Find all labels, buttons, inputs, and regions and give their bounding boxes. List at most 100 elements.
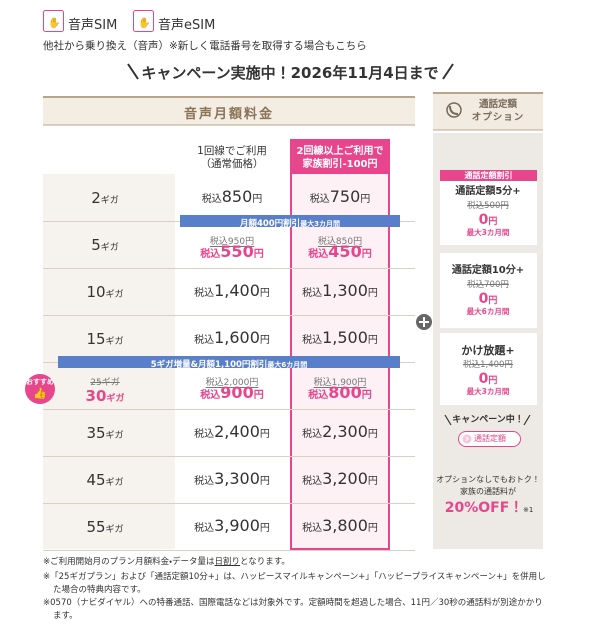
price-amount: 450 (328, 242, 362, 261)
slash (127, 63, 139, 80)
price: 税込850円 (280, 231, 400, 250)
sim-icon-glyph: ✋ (48, 16, 60, 29)
family-head-bg (291, 140, 389, 174)
giga: 5ギガ (65, 235, 145, 254)
giga-value: 25 (90, 378, 102, 388)
option-card (440, 170, 537, 245)
option-tag: 通話定額割引 (440, 170, 537, 181)
tax-label: 税込 (302, 288, 323, 299)
giga: 2ギガ (65, 188, 145, 207)
price: 税込900円 (172, 385, 292, 404)
button-icon (465, 436, 469, 442)
slash (442, 63, 454, 80)
slash (444, 414, 452, 426)
tax-label: 税込 (302, 335, 323, 346)
tax-label: 税込 (467, 201, 485, 211)
price-amount: 1,600 (214, 328, 260, 347)
tax-label: 税込 (194, 476, 215, 487)
giga-value: 35 (86, 424, 106, 442)
option-promo: 家族の通話料が (460, 487, 516, 496)
footnote: ※0570（ナビダイヤル）への特番通話、国際電話などは対象外です。定額時間を超過… (43, 597, 548, 623)
yen-label: 円 (488, 217, 498, 227)
giga-value: 10 (86, 283, 106, 301)
row-divider (43, 315, 415, 316)
tax-label: 税込 (317, 237, 336, 247)
tax-label: 税込 (302, 476, 323, 487)
yen-label: 円 (259, 429, 270, 440)
tax-label: 税込 (201, 194, 222, 205)
option-note-ref: ※1 (523, 506, 534, 514)
price-amount: 2,400 (214, 422, 260, 441)
option-free: 0円 (440, 370, 537, 389)
price-amount: 900 (220, 383, 254, 402)
row-divider (43, 456, 415, 457)
price: 税込1,500円 (280, 330, 400, 349)
giga-value: 2 (91, 189, 101, 207)
plus-icon (419, 317, 429, 327)
option-old: 税込700円 (440, 280, 537, 291)
giga-unit: ギガ (106, 394, 125, 404)
yen-label: 円 (360, 194, 371, 205)
phone-icon (446, 102, 462, 118)
price-amount: 3,800 (322, 516, 368, 535)
tax-label: 税込 (302, 429, 323, 440)
yen-label: 円 (259, 523, 270, 534)
option-period: 最大3カ月間 (466, 387, 510, 396)
price: 税込2,000円 (172, 372, 292, 391)
giga: 15ギガ (65, 329, 145, 348)
table-header-bg (43, 97, 415, 125)
option-old: 税込1,400円 (440, 360, 537, 371)
option-promo: オプションなしでもおトク！ (436, 475, 540, 484)
yen-label: 円 (353, 237, 363, 247)
price: 税込3,300円 (172, 471, 292, 490)
yen-label: 円 (259, 335, 270, 346)
giga-value: 30 (85, 387, 107, 405)
option-period: 最大6カ月間 (466, 307, 510, 316)
option-free: 0円 (440, 211, 537, 230)
yen-label: 円 (252, 194, 263, 205)
col-head: （通常価格） (200, 158, 264, 170)
badge-icon: 👍 (33, 387, 47, 400)
yen-label: 円 (245, 237, 255, 247)
price-amount: 850 (221, 187, 253, 206)
table-title: 音声月額料金 (183, 107, 274, 122)
option-discount: 20%OFF！ (444, 500, 524, 516)
tax-label: 税込 (309, 194, 330, 205)
price: 税込550円 (172, 244, 292, 263)
price-amount: 850 (335, 237, 354, 247)
giga-unit: ギガ (100, 243, 119, 253)
giga-unit: ギガ (105, 478, 124, 488)
phone-icon (449, 105, 459, 115)
tab-label: 音声SIM (68, 18, 118, 33)
note: 他社から乗り換え（音声）※新しく電話番号を取得する場合もこちら (43, 40, 367, 52)
row-divider (43, 409, 415, 410)
tax-label: 税込 (194, 523, 215, 534)
tax-label: 税込 (463, 360, 481, 370)
price-amount: 550 (220, 242, 254, 261)
option-title: オプション (471, 112, 525, 123)
col-head: 家族割引-100円 (302, 159, 378, 170)
giga-old: 25ギガ (65, 375, 145, 388)
price: 税込1,300円 (280, 283, 400, 302)
price: 税込2,300円 (280, 424, 400, 443)
yen-label: 円 (500, 201, 509, 211)
option-campaign: キャンペーン中！ (452, 415, 524, 425)
yen-label: 円 (253, 249, 264, 260)
option-name: 通話定額5分+ (455, 186, 521, 197)
tax-label: 税込 (308, 390, 329, 401)
yen-label: 円 (367, 335, 378, 346)
col-head: 1回線でご利用 (197, 145, 267, 157)
price-amount: 500 (484, 201, 501, 211)
price-amount: 700 (484, 280, 501, 290)
option-card (440, 253, 537, 328)
price: 税込750円 (280, 189, 400, 208)
price-amount: 2,300 (322, 422, 368, 441)
price: 税込1,400円 (172, 283, 292, 302)
option-button[interactable] (458, 431, 521, 447)
price-amount: 0 (478, 371, 489, 387)
giga-value: 5 (91, 236, 101, 254)
option-old: 税込500円 (440, 201, 537, 212)
footnote: ※「25ギガプラン」および「通話定額10分+」は、ハッピースマイルキャンペーン+… (43, 571, 548, 597)
giga: 55ギガ (65, 517, 145, 536)
